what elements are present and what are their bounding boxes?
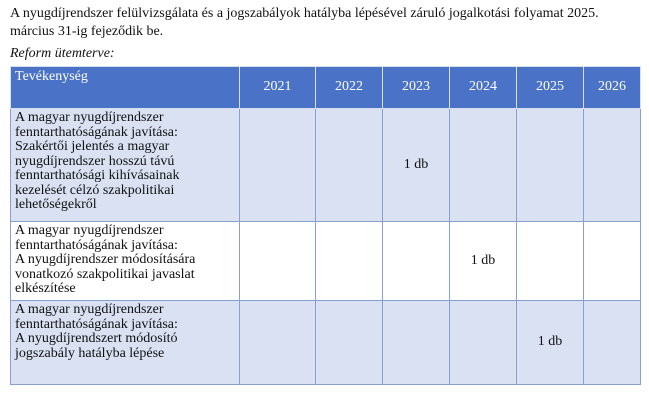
activity-text-line: A magyar nyugdíjrendszer [15,110,164,125]
value-cell-2024: 1 db [449,221,517,301]
header-activity: Tevékenység [10,66,240,109]
header-year-2022: 2022 [315,66,383,109]
header-year-2026: 2026 [583,66,641,109]
value-cell-2026 [583,300,641,385]
activity-text-line: fenntarthatóságának javítása: [15,124,178,140]
activity-text-line: A magyar nyugdíjrendszer [15,302,164,317]
header-year-2024: 2024 [449,66,517,109]
table-header-row: Tevékenység 2021 2022 2023 2024 2025 202… [10,66,641,109]
table-row: A magyar nyugdíjrendszer fenntarthatóság… [10,108,641,222]
header-year-2021: 2021 [239,66,316,109]
activity-text-line: kezelését célzó szakpolitikai [15,182,175,198]
activity-text-line: A nyugdíjrendszert módosító [15,331,178,346]
activity-text-line: Szakértői jelentés a magyar [15,139,170,154]
value-cell-2023 [382,300,450,385]
value-cell-2021 [239,300,316,385]
activity-text-line: jogszabály hatályba lépése [15,345,165,361]
intro-paragraph: A nyugdíjrendszer felülvizsgálata és a j… [10,6,599,39]
activity-text-line: vonatkozó szakpolitikai javaslat [15,266,195,282]
table-row: A magyar nyugdíjrendszer fenntarthatóság… [10,221,641,301]
value-cell-2025 [516,221,584,301]
table-caption: Reform ütemterve: [10,46,115,61]
value-cell-2021 [239,108,316,222]
reform-schedule-table: Tevékenység 2021 2022 2023 2024 2025 202… [10,66,641,385]
header-year-2023: 2023 [382,66,450,109]
activity-text-line: fenntarthatósági kihívásainak [15,168,180,183]
activity-text-line: A magyar nyugdíjrendszer [15,223,164,238]
value-cell-2025 [516,108,584,222]
header-year-2025: 2025 [516,66,584,109]
activity-text-line: fenntarthatóságának javítása: [15,237,178,253]
activity-cell: A magyar nyugdíjrendszer fenntarthatóság… [10,221,240,301]
value-cell-2026 [583,221,641,301]
activity-text-line: A nyugdíjrendszer módosítására [15,252,196,267]
value-cell-2022 [315,221,383,301]
value-cell-2022 [315,108,383,222]
activity-text-line: elkészítése [15,281,76,296]
activity-text-line: fenntarthatóságának javítása: [15,316,178,332]
value-cell-2021 [239,221,316,301]
value-cell-2024 [449,108,517,222]
value-cell-2023: 1 db [382,108,450,222]
value-cell-2025: 1 db [516,300,584,385]
value-cell-2026 [583,108,641,222]
activity-text-line: lehetőségekről [15,197,97,212]
activity-cell: A magyar nyugdíjrendszer fenntarthatóság… [10,108,240,222]
value-cell-2023 [382,221,450,301]
value-cell-2024 [449,300,517,385]
table-row: A magyar nyugdíjrendszer fenntarthatóság… [10,300,641,385]
value-cell-2022 [315,300,383,385]
activity-text-line: nyugdíjrendszer hosszú távú [15,153,175,169]
activity-cell: A magyar nyugdíjrendszer fenntarthatóság… [10,300,240,385]
